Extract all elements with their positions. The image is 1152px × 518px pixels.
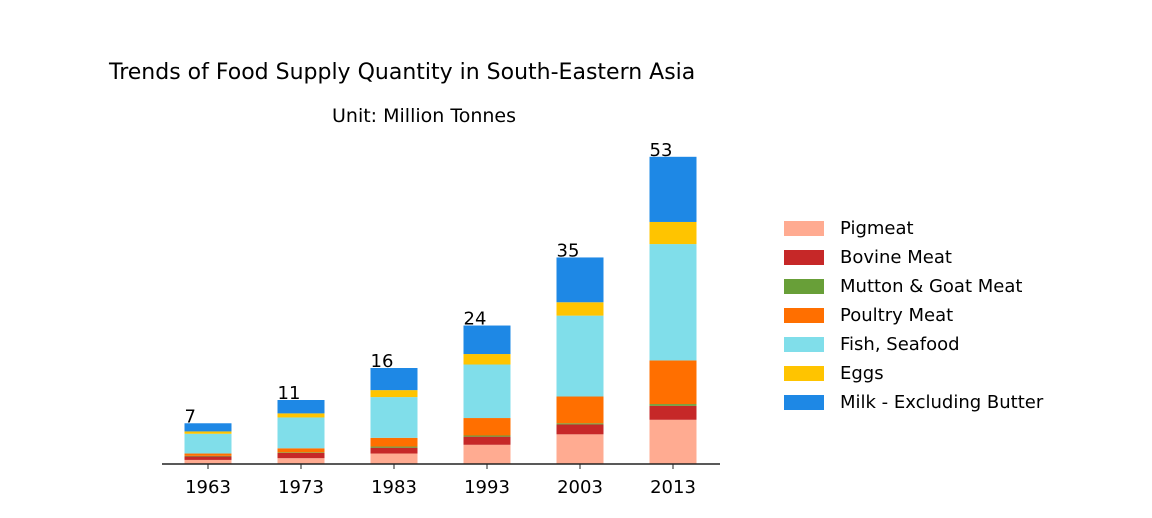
bar-segment-1963-5 [184, 431, 232, 434]
legend-swatch [784, 395, 824, 410]
legend-item: Mutton & Goat Meat [784, 272, 1043, 301]
legend-swatch [784, 250, 824, 265]
bar-segment-1963-0 [184, 459, 232, 464]
bar-segment-2003-3 [556, 396, 604, 424]
bar-segment-2003-4 [556, 315, 604, 397]
bar-segment-1963-3 [184, 453, 232, 456]
legend-label: Milk - Excluding Butter [840, 392, 1044, 413]
legend-label: Poultry Meat [840, 305, 954, 326]
total-label-1983: 16 [371, 351, 394, 372]
bar-segment-1993-3 [463, 418, 511, 436]
legend-item: Bovine Meat [784, 243, 1043, 272]
bar-segment-1983-6 [370, 368, 418, 391]
bar-segment-2003-1 [556, 424, 604, 435]
bar-segment-2013-0 [649, 419, 697, 464]
bar-segment-1993-0 [463, 444, 511, 464]
bar-segment-1983-0 [370, 453, 418, 464]
bar-segment-2003-2 [556, 423, 604, 425]
x-tick-label: 1973 [278, 477, 324, 498]
bar-segment-1993-5 [463, 354, 511, 365]
bar-segment-1983-1 [370, 447, 418, 454]
total-labels: 7 11 16 24 35 53 [185, 140, 673, 427]
legend-item: Pigmeat [784, 214, 1043, 243]
bar-segment-1983-4 [370, 397, 418, 438]
bar-segment-1973-2 [277, 452, 325, 453]
bar-segment-2013-4 [649, 244, 697, 361]
legend-swatch [784, 337, 824, 352]
bar-segment-1983-3 [370, 437, 418, 447]
x-tick-label: 2003 [557, 477, 603, 498]
bar-segment-1993-1 [463, 436, 511, 445]
bar-segment-1963-1 [184, 456, 232, 460]
total-label-1993: 24 [464, 309, 487, 330]
bar-segment-1973-6 [277, 400, 325, 414]
x-tick-label: 1993 [464, 477, 510, 498]
bar-segment-2013-6 [649, 156, 697, 222]
bar-segment-1963-4 [184, 433, 232, 454]
bar-segment-1963-6 [184, 423, 232, 432]
bar-segment-2013-5 [649, 221, 697, 245]
bar-segment-2013-3 [649, 360, 697, 405]
legend-item: Fish, Seafood [784, 330, 1043, 359]
bar-segment-2003-5 [556, 302, 604, 316]
bar-segment-1973-1 [277, 452, 325, 459]
bar-segment-1973-3 [277, 448, 325, 453]
bar-segment-1993-4 [463, 364, 511, 419]
chart-subtitle: Unit: Million Tonnes [332, 105, 517, 127]
legend-item: Milk - Excluding Butter [784, 388, 1043, 417]
bar-segment-1973-0 [277, 458, 325, 464]
legend-swatch [784, 221, 824, 236]
bar-segment-1993-6 [463, 325, 511, 355]
x-tick-label: 1963 [185, 477, 231, 498]
total-label-2013: 53 [650, 140, 673, 161]
legend-swatch [784, 366, 824, 381]
bar-segment-1993-2 [463, 435, 511, 437]
legend-label: Mutton & Goat Meat [840, 276, 1023, 297]
bar-segment-1973-5 [277, 413, 325, 418]
legend-item: Eggs [784, 359, 1043, 388]
bar-segment-2003-6 [556, 257, 604, 303]
total-label-1973: 11 [278, 383, 301, 404]
x-tick-labels: 1963 1973 1983 1993 2003 2013 [185, 464, 696, 498]
total-label-1963: 7 [185, 406, 196, 427]
bar-segment-1983-2 [370, 446, 418, 448]
chart-title: Trends of Food Supply Quantity in South-… [109, 60, 696, 85]
legend-label: Pigmeat [840, 218, 914, 239]
bar-segment-1983-5 [370, 390, 418, 398]
x-tick-label: 2013 [650, 477, 696, 498]
legend: Pigmeat Bovine Meat Mutton & Goat Meat Poul… [784, 214, 1043, 417]
legend-item: Poultry Meat [784, 301, 1043, 330]
bar-segment-2013-1 [649, 405, 697, 420]
x-tick-label: 1983 [371, 477, 417, 498]
legend-label: Eggs [840, 363, 884, 384]
bar-segment-1963-2 [184, 455, 232, 457]
legend-swatch [784, 279, 824, 294]
legend-swatch [784, 308, 824, 323]
bar-segment-1973-4 [277, 417, 325, 449]
total-label-2003: 35 [557, 240, 580, 261]
legend-label: Bovine Meat [840, 247, 952, 268]
bars-group [184, 156, 697, 464]
bar-segment-2013-2 [649, 404, 697, 406]
bar-segment-2003-0 [556, 434, 604, 464]
legend-label: Fish, Seafood [840, 334, 960, 355]
